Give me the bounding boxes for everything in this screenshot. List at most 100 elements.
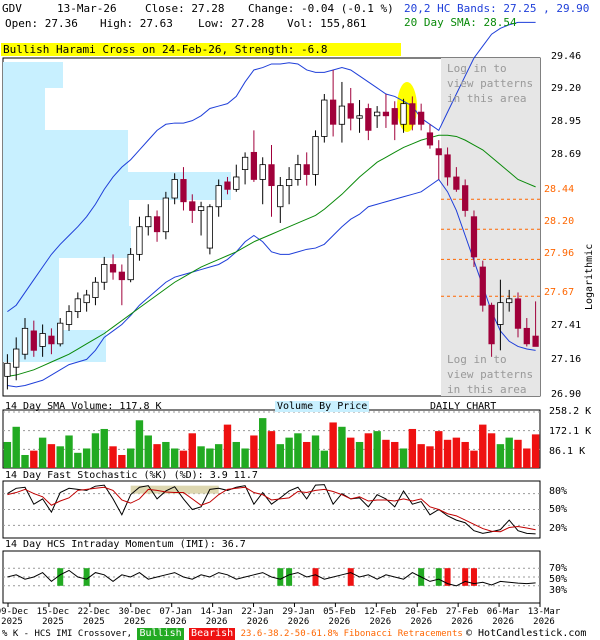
candle-body (391, 108, 398, 125)
candle-body (224, 181, 231, 190)
volume-bar (303, 441, 311, 468)
candle-body (374, 111, 381, 117)
price-tick: 29.20 (551, 83, 582, 94)
candle-body (268, 164, 275, 187)
volume-bar (329, 422, 337, 468)
candle-body (180, 179, 187, 203)
login-overlay-top[interactable]: Log in to view patterns in this area (447, 61, 533, 106)
volume-bar (258, 418, 267, 468)
upper-band-line (7, 21, 536, 313)
candle-body (39, 333, 46, 347)
volume-bar (373, 431, 381, 468)
log-scale-label: Logarithmic (584, 243, 595, 310)
candle-body (241, 156, 249, 170)
high-label: High: 27.63 (100, 17, 173, 30)
x-axis-label: 06-Mar 2026 (486, 607, 520, 627)
volume-by-price-bar (3, 258, 59, 330)
candle-body (426, 132, 434, 146)
candle-body (259, 164, 266, 180)
candle-body (444, 154, 451, 178)
stochastic-panel-frame (2, 480, 541, 539)
volume-bar (30, 450, 38, 468)
login-line: view patterns (447, 77, 534, 90)
volume-bar (250, 435, 258, 468)
candle-body (153, 216, 161, 233)
imi-tick: 30% (549, 585, 568, 596)
volume-bar (382, 439, 390, 468)
candle-body (13, 348, 20, 368)
imi-bearish-bar (347, 568, 354, 586)
volume-bar (294, 433, 302, 468)
volume-bar (523, 448, 531, 468)
imi-bearish-bar (462, 568, 469, 586)
stochastic-k-line (7, 484, 536, 535)
stochastic-tick: 50% (549, 504, 568, 515)
login-overlay-bottom[interactable]: Log in to view patterns in this area (447, 352, 533, 397)
candle-body (497, 302, 504, 325)
bearish-legend: Bearish (189, 628, 236, 640)
volume-by-price-bar (3, 88, 45, 130)
volume-bar (232, 441, 240, 468)
close-label: Close: 27.28 (145, 2, 225, 15)
volume-bar (320, 450, 329, 468)
price-tick-fib: 28.20 (544, 216, 575, 227)
volume-by-price-bar (3, 62, 63, 88)
imi-tick: 70% (549, 563, 568, 574)
candle-body (312, 136, 319, 175)
volume-bar (399, 448, 408, 468)
login-line: Log in to (447, 62, 507, 75)
volume-bar (531, 434, 540, 468)
candle-body (329, 99, 337, 125)
volume-label: Vol: 155,861 (287, 17, 367, 30)
volume-bar (153, 444, 161, 468)
volume-bar (364, 433, 373, 468)
volume-bar (461, 441, 469, 468)
price-tick: 28.95 (551, 116, 582, 127)
candle-body (435, 148, 442, 156)
x-axis-label: 05-Feb 2026 (323, 607, 356, 627)
candle-body (65, 311, 73, 325)
candle-body (338, 105, 346, 125)
imi-bullish-bar (277, 568, 284, 586)
volume-bar (91, 433, 100, 468)
volume-bar (276, 444, 285, 468)
volume-bar (82, 448, 91, 468)
volume-bar (109, 446, 117, 468)
candle-body (506, 298, 513, 304)
candle-body (453, 176, 460, 190)
volume-bar (241, 448, 249, 468)
candle-body (488, 304, 495, 345)
change-label: Change: -0.04 (-0.1 %) (248, 2, 394, 15)
candle-body (514, 298, 522, 329)
candle-body (523, 327, 530, 345)
price-tick-fib: 27.96 (544, 248, 575, 259)
candle-body (83, 294, 90, 304)
volume-bar (267, 431, 276, 468)
volume-bar (12, 426, 20, 468)
volume-bar (479, 424, 487, 468)
volume-bar (135, 420, 144, 468)
candle-body (21, 327, 29, 355)
imi-bullish-bar (286, 568, 293, 586)
x-axis-label: 13-Mar 2026 (527, 607, 561, 627)
price-tick: 27.41 (551, 320, 582, 331)
footer-legend: % K - HCS IMI Crossover, Bullish Bearish… (2, 628, 463, 640)
stochastic-tick: 80% (549, 486, 568, 497)
stochastic-d-line (7, 486, 536, 533)
bullish-legend: Bullish (137, 628, 184, 640)
daily-chart-label: DAILY CHART (430, 401, 497, 412)
date-label: 13-Mar-26 (57, 2, 117, 15)
volume-bar (338, 426, 346, 468)
candle-body (48, 335, 55, 345)
imi-bullish-bar (83, 568, 90, 586)
login-line: in this area (447, 92, 527, 105)
volume-bar (188, 433, 196, 468)
x-axis-label: 27-Feb 2026 (445, 607, 479, 627)
volume-bar (426, 446, 434, 468)
imi-bullish-bar (435, 568, 442, 586)
volume-bar (487, 433, 496, 468)
volume-bar (206, 448, 214, 468)
volume-tick: 86.1 K (549, 446, 586, 457)
candle-body (189, 201, 196, 211)
candle-body (145, 216, 152, 228)
